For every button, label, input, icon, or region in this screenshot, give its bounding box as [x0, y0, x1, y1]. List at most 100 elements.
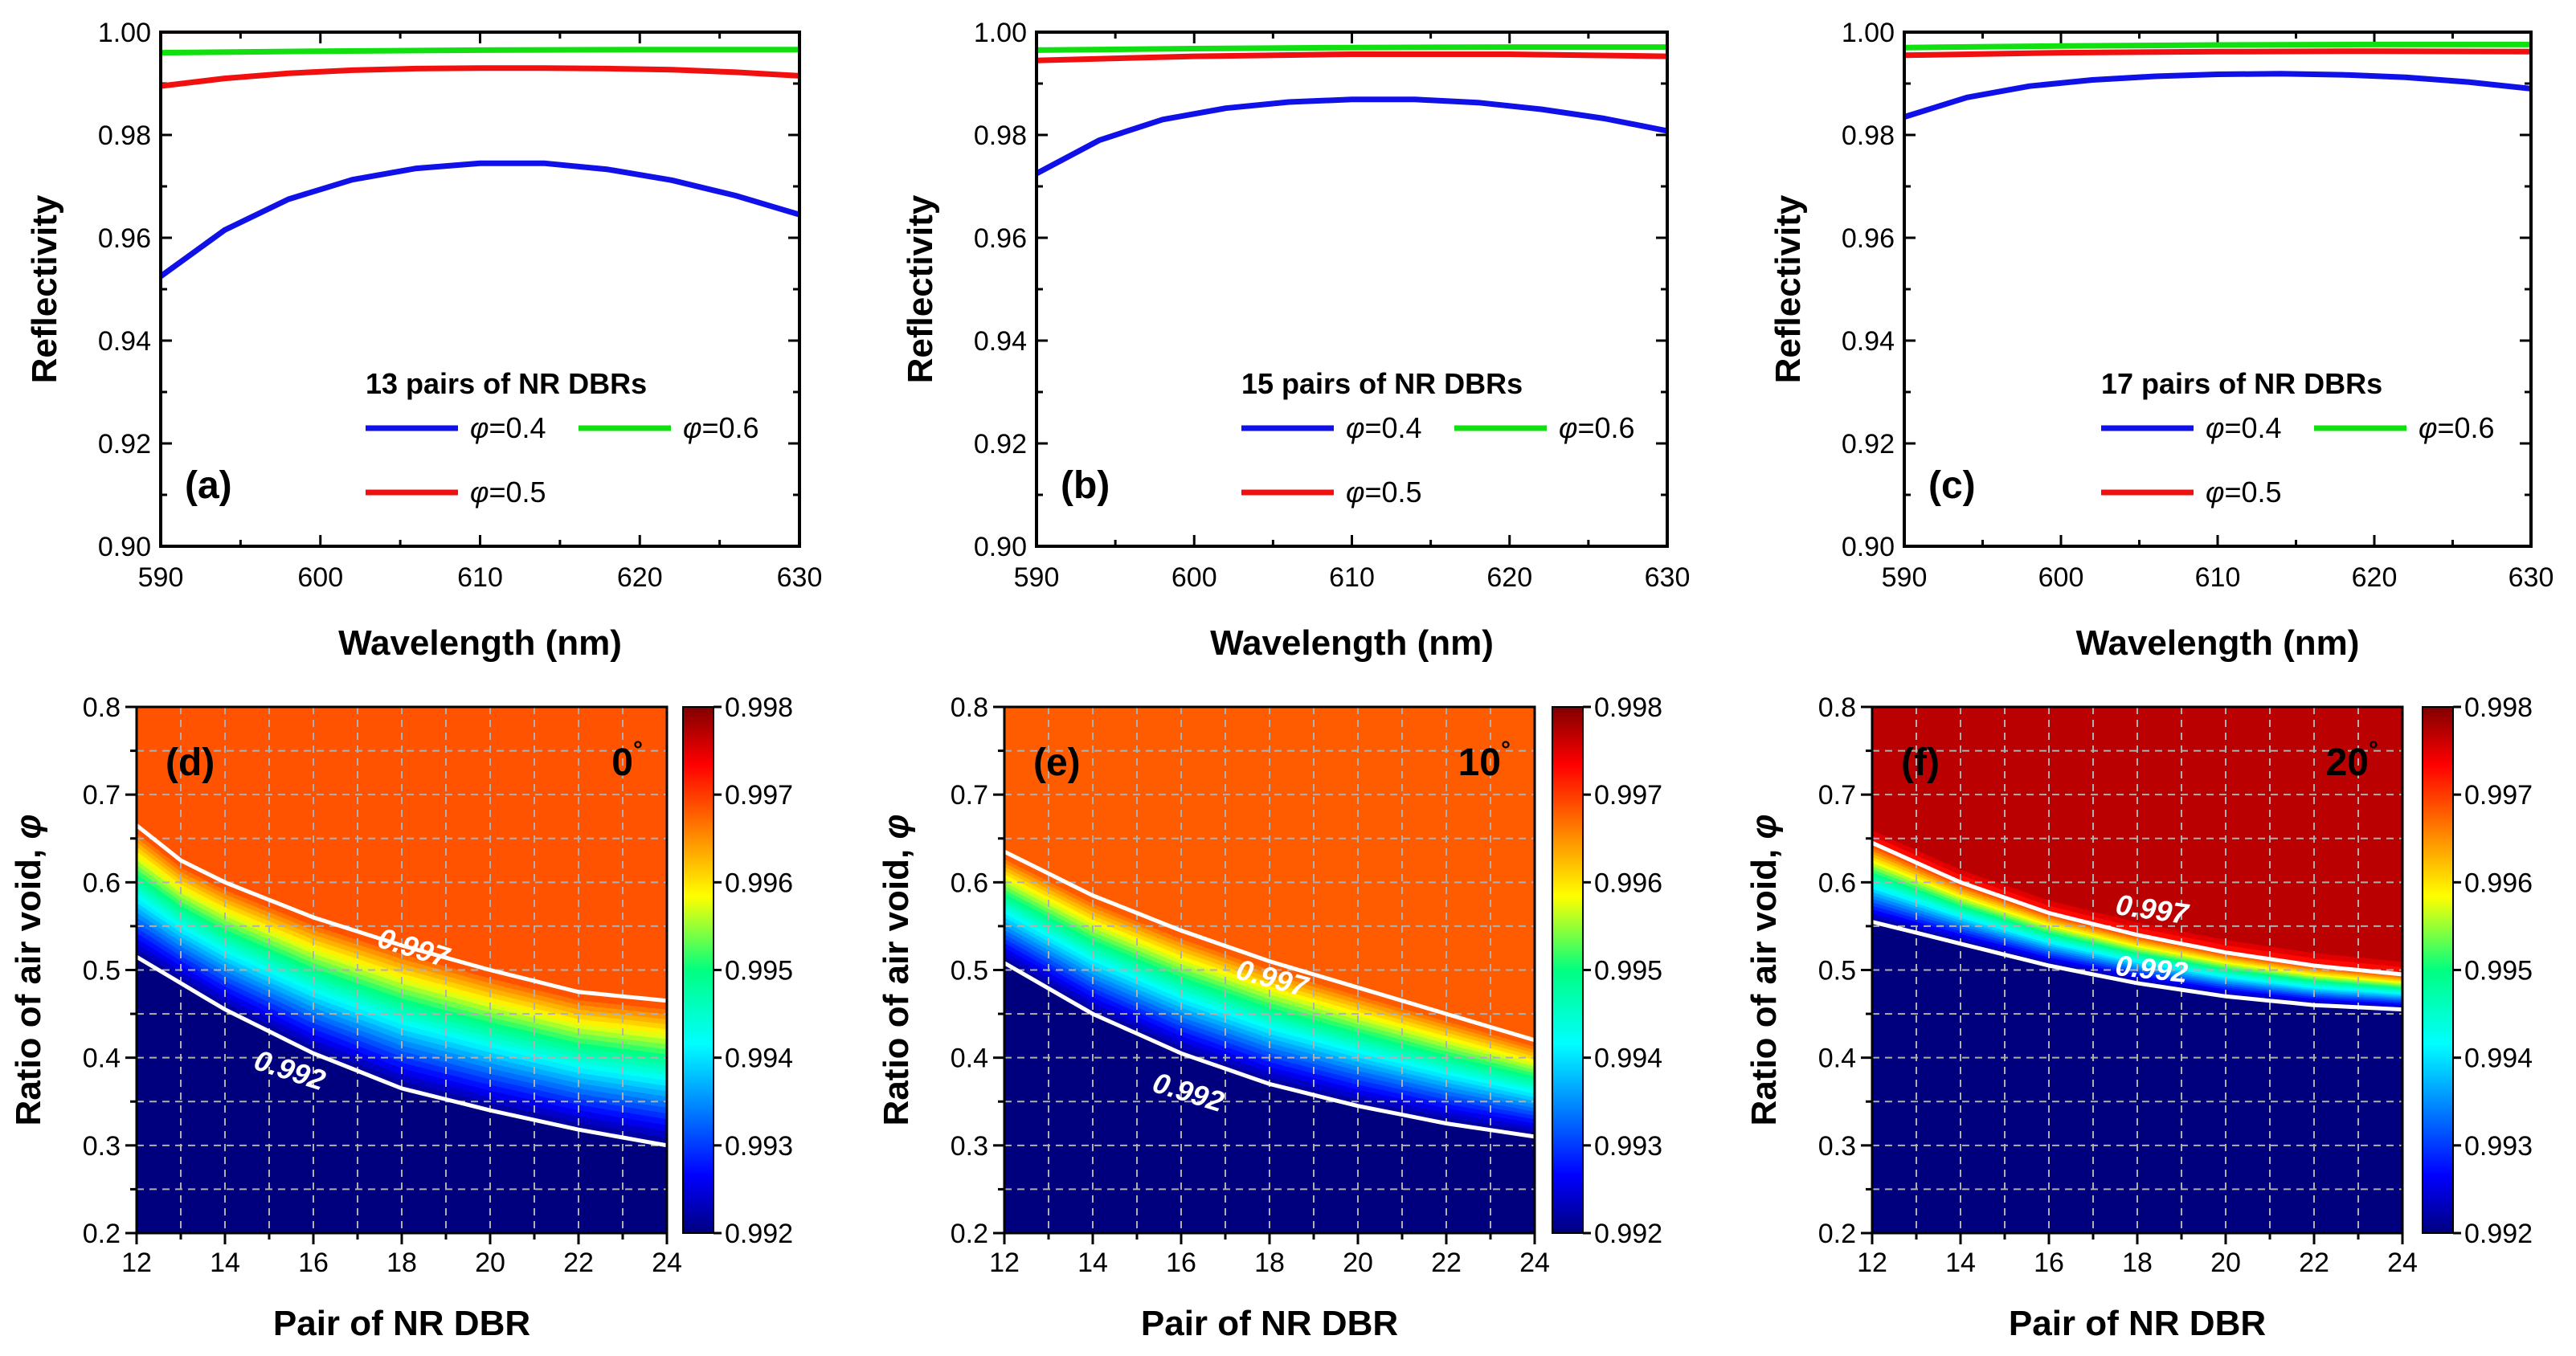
series-line-phi-0.5	[161, 65, 799, 89]
y-tick-label: 0.92	[98, 429, 151, 459]
plot-frame	[159, 31, 801, 548]
angle-value: 10	[1458, 741, 1501, 784]
series-line-phi-0.4	[161, 160, 799, 279]
legend-phi-value: =0.6	[2437, 411, 2494, 444]
legend-entry-label: φ=0.4	[2206, 411, 2282, 444]
y-axis-title-symbol: φ	[9, 815, 48, 839]
y-tick-label: 0.6	[83, 868, 121, 898]
colorbar-tick-label: 0.993	[725, 1131, 793, 1162]
y-tick-label: 0.6	[1818, 868, 1856, 898]
x-tick-label: 600	[297, 562, 343, 593]
angle-label: 20°	[2326, 737, 2378, 784]
plot-frame	[1871, 705, 2404, 1235]
x-tick-label: 610	[457, 562, 503, 593]
x-tick-label: 18	[2122, 1248, 2153, 1278]
y-tick-label: 0.3	[1818, 1131, 1856, 1162]
panel-label: (e)	[1033, 741, 1081, 784]
legend-phi-value: =0.6	[1577, 411, 1634, 444]
panel-label: (b)	[1061, 464, 1110, 507]
y-axis-title: Ratio of air void, φ	[877, 815, 916, 1126]
legend-phi-symbol: φ	[2419, 411, 2437, 444]
plot-frame	[1903, 31, 2533, 548]
y-axis-title: Ratio of air void, φ	[1744, 815, 1784, 1126]
y-tick-label: 0.5	[83, 956, 121, 986]
x-tick-label: 22	[2299, 1248, 2329, 1278]
legend-phi-value: =0.6	[701, 411, 758, 444]
panel-label: (c)	[1928, 464, 1976, 507]
legend-title: 15 pairs of NR DBRs	[1241, 367, 1523, 400]
angle-unit: °	[1501, 737, 1511, 763]
y-axis-title-symbol: φ	[877, 815, 916, 839]
legend-phi-value: =0.5	[1364, 476, 1421, 508]
y-tick-label: 1.00	[1842, 18, 1895, 48]
below-0992-region	[1872, 921, 2402, 1233]
y-tick-label: 0.3	[83, 1131, 121, 1162]
colorbar-tick-label: 0.996	[725, 868, 793, 898]
y-tick-label: 0.98	[1842, 120, 1895, 151]
colorbar-tick-label: 0.994	[2464, 1044, 2533, 1074]
y-tick-label: 0.8	[1818, 692, 1856, 723]
plot-frame	[135, 705, 669, 1235]
y-axis-title: Reflectivity	[901, 194, 940, 383]
x-tick-label: 630	[1645, 562, 1691, 593]
colorbar-tick-label: 0.996	[2464, 868, 2533, 898]
x-tick-label: 24	[652, 1248, 682, 1278]
y-tick-label: 0.7	[83, 780, 121, 811]
x-tick-label: 24	[1519, 1248, 1550, 1278]
series-line-phi-0.4	[1904, 71, 2531, 120]
y-tick-label: 0.4	[951, 1044, 988, 1074]
x-tick-label: 22	[1431, 1248, 1462, 1278]
y-tick-label: 0.92	[1842, 429, 1895, 459]
series-line-phi-0.6	[161, 47, 799, 56]
legend-entry-label: φ=0.4	[470, 411, 546, 444]
angle-unit: °	[2369, 737, 2378, 763]
legend-title: 13 pairs of NR DBRs	[366, 367, 647, 400]
series-line-phi-0.6	[1904, 41, 2531, 51]
angle-value: 0	[611, 741, 633, 784]
x-tick-label: 620	[1486, 562, 1532, 593]
x-tick-label: 610	[1329, 562, 1375, 593]
plot-frame	[1003, 705, 1536, 1235]
y-axis-title-text: Ratio of air void,	[877, 839, 916, 1126]
colorbar-tick-label: 0.997	[725, 780, 793, 811]
legend-phi-symbol: φ	[2206, 476, 2224, 508]
legend-phi-value: =0.4	[489, 411, 546, 444]
x-axis-title: Pair of NR DBR	[273, 1304, 530, 1343]
x-axis-title: Pair of NR DBR	[1141, 1304, 1398, 1343]
y-axis-title-text: Ratio of air void,	[9, 839, 48, 1126]
x-tick-label: 630	[2509, 562, 2554, 593]
legend-entry-label: φ=0.6	[683, 411, 759, 444]
y-tick-label: 0.90	[974, 532, 1027, 562]
colorbar-tick-label: 0.992	[2464, 1219, 2533, 1249]
x-tick-label: 14	[210, 1248, 240, 1278]
contour-line-0992	[1004, 961, 1535, 1139]
y-tick-label: 0.5	[1818, 956, 1856, 986]
colorbar-bar	[2422, 706, 2454, 1234]
colorbar-tick-label: 0.997	[2464, 780, 2533, 811]
line-panel-a: 590 600 610 620 630 0.90 0.92 0.94 0.96 0.98 1.00 W…	[25, 18, 822, 663]
colorbar-tick-label: 0.997	[1594, 780, 1662, 811]
x-tick-label: 18	[386, 1248, 417, 1278]
legend-phi-symbol: φ	[1346, 411, 1364, 444]
y-tick-label: 0.7	[1818, 780, 1856, 811]
x-tick-label: 14	[1077, 1248, 1108, 1278]
colorbar-tick-label: 0.994	[1594, 1044, 1662, 1074]
colorbar-tick-label: 0.995	[2464, 956, 2533, 986]
colorbar-tick-label: 0.998	[2464, 692, 2533, 723]
y-tick-label: 0.96	[974, 223, 1027, 254]
panel-label: (d)	[166, 741, 215, 784]
y-tick-label: 0.4	[1818, 1044, 1856, 1074]
legend-phi-value: =0.4	[1364, 411, 1421, 444]
x-tick-label: 12	[1857, 1248, 1887, 1278]
y-tick-label: 0.94	[974, 326, 1027, 357]
angle-label: 10°	[1458, 737, 1511, 784]
x-tick-label: 16	[1166, 1248, 1196, 1278]
x-tick-label: 600	[1171, 562, 1217, 593]
